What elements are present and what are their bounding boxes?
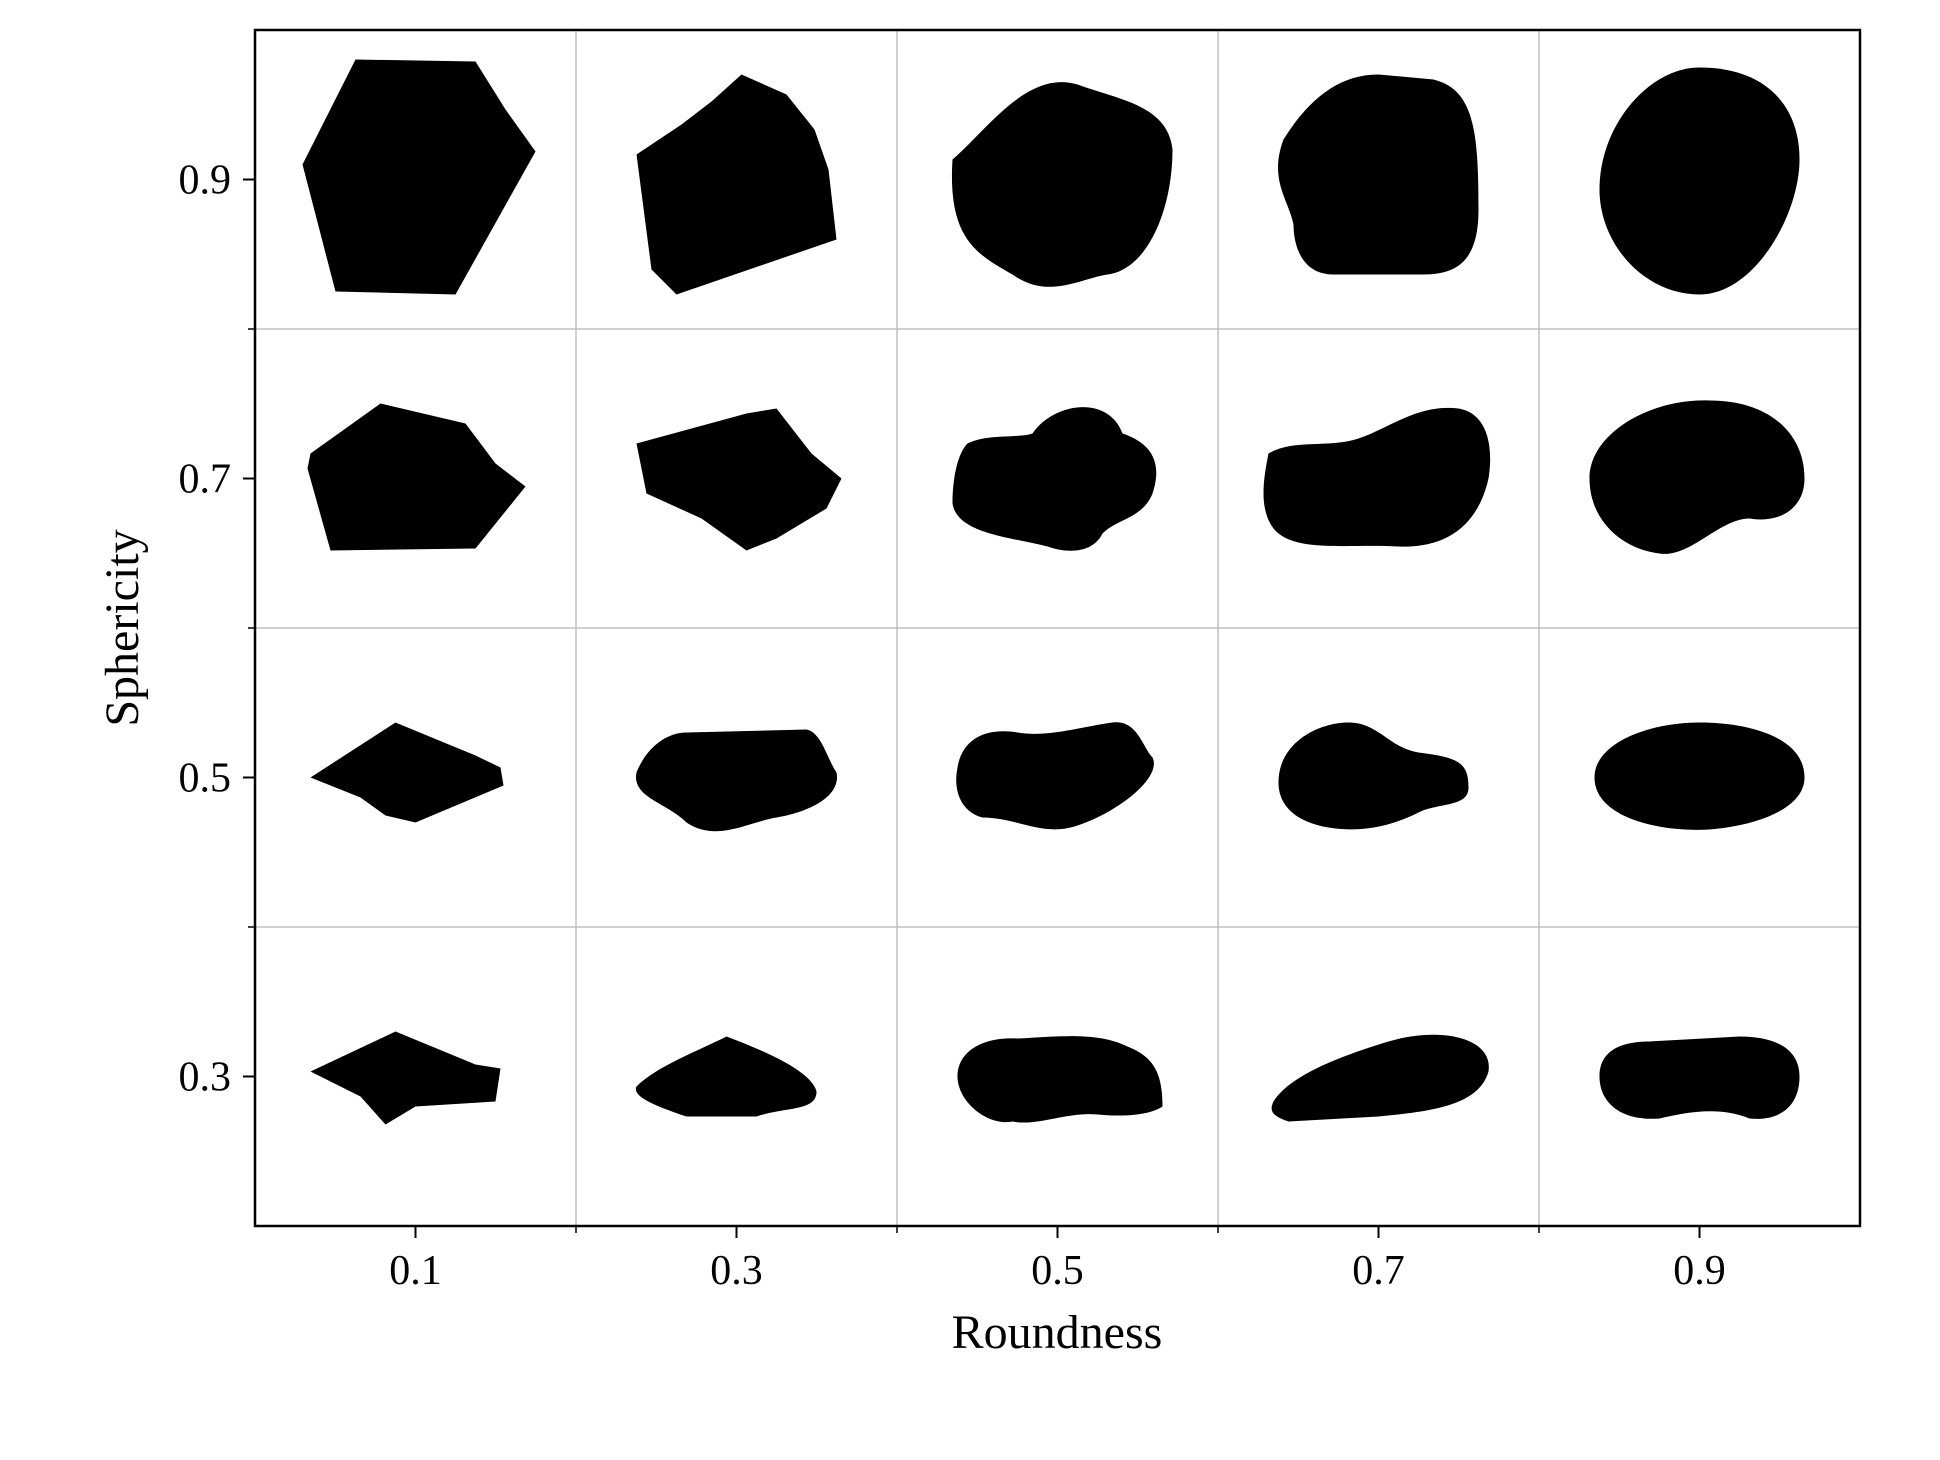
particle-rounded-ellipse	[1594, 722, 1805, 830]
x-axis-label: Roundness	[952, 1306, 1163, 1359]
particle-rounded-capsule	[1599, 1036, 1800, 1119]
particle-rounded-elongated	[1263, 407, 1491, 547]
particle-subrounded-blob	[951, 82, 1173, 287]
x-tick-label: 0.5	[1031, 1248, 1084, 1294]
particle-angular-pentagon	[307, 403, 526, 551]
tick-labels: 0.1 0.3 0.5 0.7 0.9 0.9 0.7 0.5 0.3	[179, 158, 1726, 1295]
particle-angular-flat	[310, 722, 504, 823]
y-tick-label: 0.7	[179, 457, 232, 503]
particle-rounded-oval	[1599, 67, 1800, 295]
particle-subangular-sliver	[635, 1036, 817, 1117]
particle-rounded-kidney	[1589, 400, 1805, 554]
particle-rounded-blocky	[1278, 74, 1479, 275]
particle-subrounded-sliver	[957, 1036, 1163, 1123]
particle-angular-polygon	[636, 74, 837, 295]
particle-shapes	[302, 59, 1805, 1125]
y-tick-label: 0.9	[179, 158, 232, 204]
particle-angular-irregular	[636, 408, 842, 551]
x-tick-label: 0.1	[389, 1248, 442, 1294]
grid-lines	[255, 30, 1860, 1226]
particle-angular-hexagon	[302, 59, 536, 295]
x-tick-label: 0.7	[1352, 1248, 1405, 1294]
particle-rounded-pear	[1278, 722, 1469, 830]
particle-subangular-flat	[636, 729, 837, 832]
particle-subrounded-irregular	[952, 407, 1157, 551]
y-axis-label: Sphericity	[96, 529, 149, 726]
particle-rounded-sliver	[1271, 1034, 1489, 1122]
y-tick-label: 0.5	[179, 756, 232, 802]
particle-subrounded-flat	[956, 722, 1154, 830]
y-tick-label: 0.3	[179, 1055, 232, 1101]
x-tick-label: 0.3	[710, 1248, 763, 1294]
axis-ticks	[243, 178, 1701, 1238]
x-tick-label: 0.9	[1673, 1248, 1726, 1294]
particle-angular-sliver	[310, 1031, 501, 1125]
